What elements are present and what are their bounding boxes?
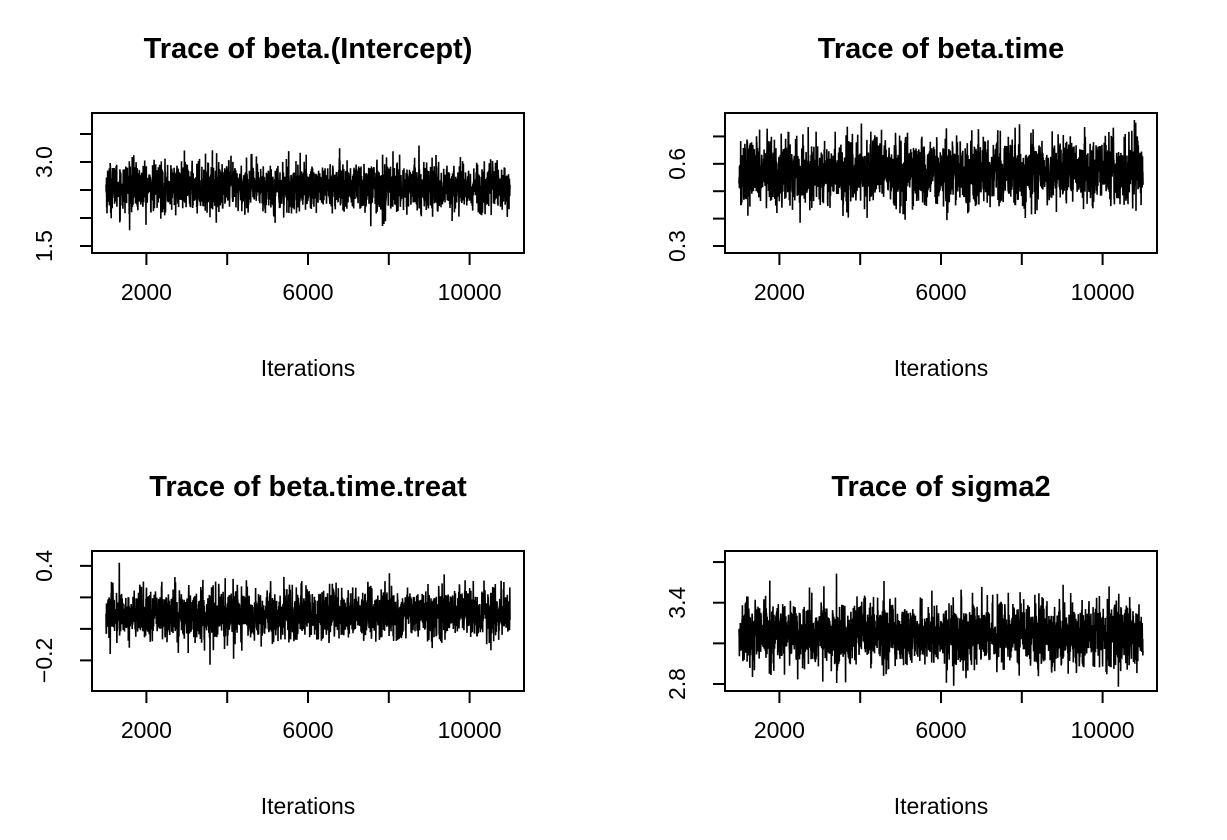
x-tick-label: 2000 [754, 279, 805, 305]
panel-title: Trace of beta.(Intercept) [144, 33, 473, 65]
x-axis-label: Iterations [261, 355, 356, 381]
trace-series [105, 562, 511, 665]
panel-title: Trace of beta.time.treat [149, 471, 467, 503]
y-tick-label: 2.8 [664, 668, 690, 700]
trace-line [738, 119, 1144, 223]
x-tick-label: 6000 [282, 279, 333, 305]
x-axis: 2000 6000 10000 [121, 691, 502, 743]
x-axis: 2000 6000 10000 [754, 691, 1135, 743]
x-tick-label: 10000 [1071, 279, 1135, 305]
y-axis: −0.2 0.4 [31, 550, 92, 683]
y-tick-label: 0.6 [664, 148, 690, 180]
y-tick-label: 1.5 [31, 230, 57, 262]
trace-line [105, 562, 511, 665]
x-tick-label: 6000 [915, 717, 966, 743]
x-tick-label: 2000 [754, 717, 805, 743]
x-axis-label: Iterations [261, 793, 356, 819]
y-axis: 1.5 3.0 [31, 133, 92, 262]
y-tick-label: 3.4 [664, 587, 690, 619]
x-tick-label: 2000 [121, 717, 172, 743]
x-axis: 2000 6000 10000 [121, 253, 502, 305]
y-axis: 0.3 0.6 [664, 135, 725, 262]
x-axis-label: Iterations [894, 355, 989, 381]
panel-title: Trace of beta.time [818, 33, 1065, 65]
x-tick-label: 6000 [915, 279, 966, 305]
panel-title: Trace of sigma2 [831, 471, 1050, 503]
x-tick-label: 2000 [121, 279, 172, 305]
y-tick-label: 3.0 [31, 146, 57, 178]
panel-beta-time-treat: Trace of beta.time.treat 2000 6000 10000 −… [31, 471, 525, 819]
x-axis: 2000 6000 10000 [754, 253, 1135, 305]
trace-series [105, 145, 511, 231]
trace-line [738, 573, 1144, 687]
y-axis: 2.8 3.4 [664, 561, 725, 700]
x-axis-label: Iterations [894, 793, 989, 819]
x-tick-label: 10000 [1071, 717, 1135, 743]
trace-line [105, 145, 511, 231]
panel-sigma2: Trace of sigma2 2000 6000 10000 2.8 3.4 Ite… [664, 471, 1158, 819]
trace-series [738, 573, 1144, 687]
panel-beta-time: Trace of beta.time 2000 6000 10000 0.30.6 … [664, 33, 1158, 381]
x-tick-label: 10000 [438, 717, 502, 743]
x-tick-label: 6000 [282, 717, 333, 743]
y-tick-label: 0.4 [31, 550, 57, 582]
y-tick-label: 0.3 [664, 230, 690, 262]
trace-series [738, 119, 1144, 223]
x-tick-label: 10000 [438, 279, 502, 305]
y-tick-label: −0.2 [31, 638, 57, 683]
panel-beta-intercept: Trace of beta.(Intercept) 2000 6000 10000 … [31, 33, 525, 381]
